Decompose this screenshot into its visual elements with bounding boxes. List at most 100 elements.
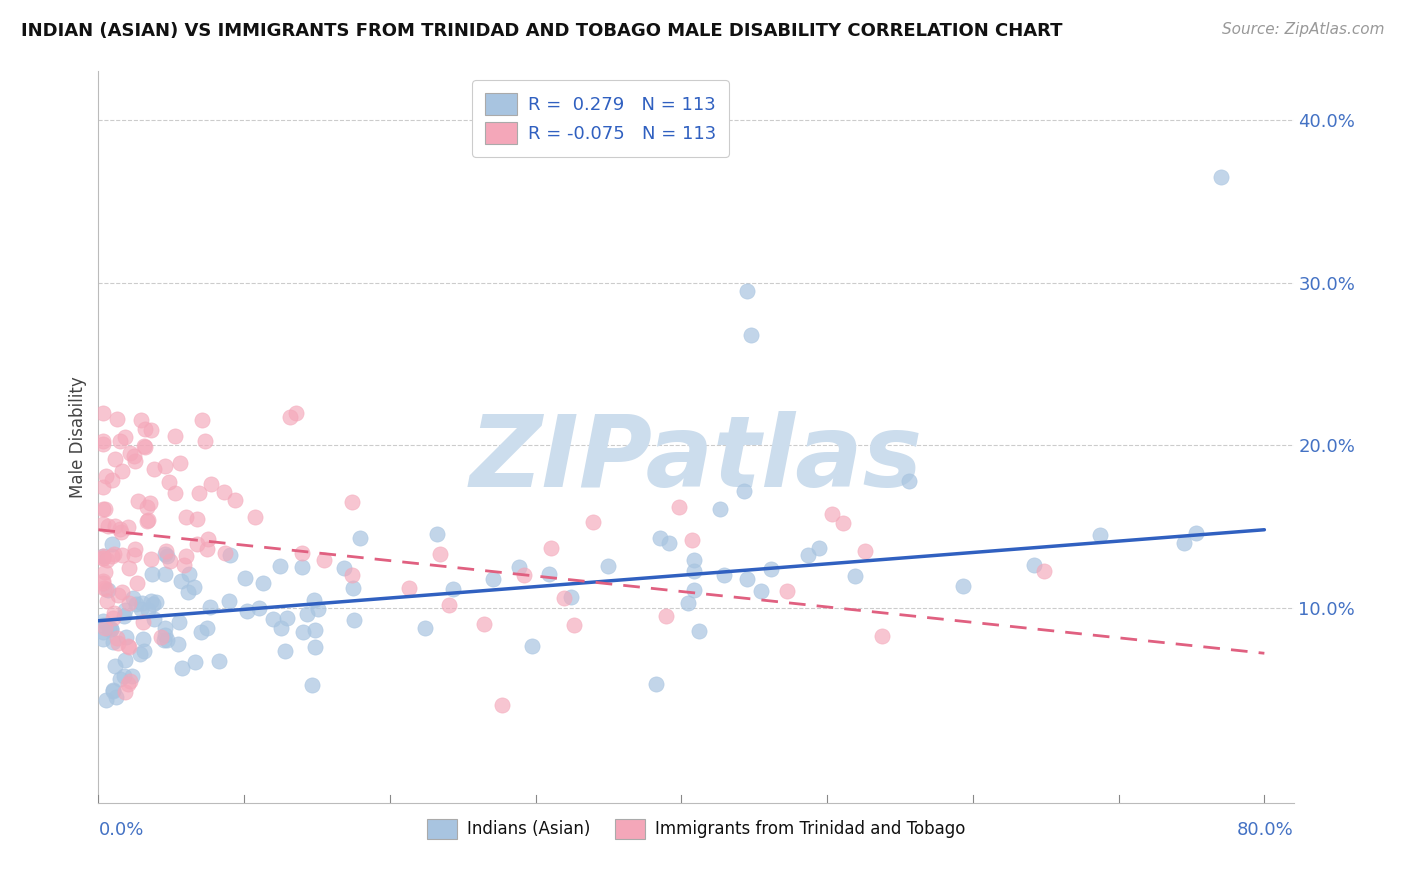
Point [177, 584, 200, 599]
Point [269, 558, 291, 573]
Point [429, 547, 451, 561]
Point [153, 459, 176, 474]
Point [482, 572, 505, 586]
Point [104, 519, 127, 533]
Point [93, 582, 115, 596]
Point [952, 579, 974, 593]
Point [129, 602, 152, 616]
Point [125, 576, 148, 591]
Point [166, 637, 188, 651]
Point [194, 434, 217, 448]
Point [117, 561, 139, 575]
Point [508, 560, 530, 574]
Point [658, 536, 681, 550]
Point [520, 640, 543, 654]
Point [167, 615, 190, 629]
Point [132, 615, 155, 629]
Point [155, 632, 177, 647]
Point [1173, 535, 1195, 549]
Point [153, 621, 176, 635]
Point [96, 594, 118, 608]
Point [291, 625, 314, 640]
Point [1209, 169, 1232, 184]
Point [94, 693, 117, 707]
Point [208, 654, 231, 668]
Point [342, 494, 364, 508]
Point [537, 566, 560, 581]
Point [342, 568, 364, 582]
Point [136, 515, 159, 529]
Point [122, 548, 145, 562]
Point [218, 593, 240, 607]
Point [169, 456, 191, 470]
Point [821, 507, 844, 521]
Point [681, 533, 703, 548]
Point [134, 644, 156, 658]
Point [302, 593, 325, 607]
Point [111, 549, 134, 563]
Point [270, 621, 292, 635]
Point [121, 669, 143, 683]
Point [291, 546, 314, 560]
Point [179, 567, 201, 582]
Point [94, 501, 117, 516]
Point [243, 510, 266, 524]
Point [134, 440, 156, 454]
Point [97, 582, 120, 597]
Point [278, 409, 301, 424]
Point [735, 284, 758, 298]
Point [582, 515, 605, 529]
Point [132, 632, 155, 647]
Point [127, 493, 149, 508]
Point [415, 621, 437, 635]
Point [233, 571, 256, 585]
Point [153, 566, 176, 581]
Point [139, 423, 162, 437]
Point [776, 583, 799, 598]
Point [91, 614, 114, 628]
Point [1185, 525, 1208, 540]
Point [149, 630, 172, 644]
Point [105, 632, 128, 646]
Point [91, 502, 114, 516]
Text: Source: ZipAtlas.com: Source: ZipAtlas.com [1222, 22, 1385, 37]
Point [186, 511, 208, 525]
Point [120, 673, 142, 688]
Point [553, 591, 575, 605]
Point [709, 501, 731, 516]
Point [307, 602, 329, 616]
Point [184, 655, 207, 669]
Point [333, 561, 356, 575]
Point [342, 581, 364, 595]
Point [170, 574, 193, 589]
Point [138, 495, 160, 509]
Point [683, 552, 706, 566]
Point [190, 625, 212, 640]
Point [155, 543, 177, 558]
Point [155, 627, 177, 641]
Point [262, 612, 284, 626]
Point [143, 612, 166, 626]
Text: 0.0%: 0.0% [98, 821, 143, 839]
Point [1032, 565, 1054, 579]
Point [91, 549, 114, 564]
Point [343, 613, 366, 627]
Point [474, 616, 496, 631]
Point [441, 582, 464, 597]
Point [110, 672, 132, 686]
Point [560, 590, 582, 604]
Point [94, 582, 117, 596]
Point [122, 449, 145, 463]
Point [156, 549, 179, 563]
Point [132, 439, 155, 453]
Point [200, 476, 222, 491]
Point [214, 546, 236, 560]
Point [91, 618, 114, 632]
Point [682, 564, 704, 578]
Point [124, 542, 146, 557]
Point [596, 559, 619, 574]
Point [808, 541, 831, 555]
Point [142, 597, 165, 611]
Text: 80.0%: 80.0% [1237, 821, 1294, 839]
Point [688, 624, 710, 639]
